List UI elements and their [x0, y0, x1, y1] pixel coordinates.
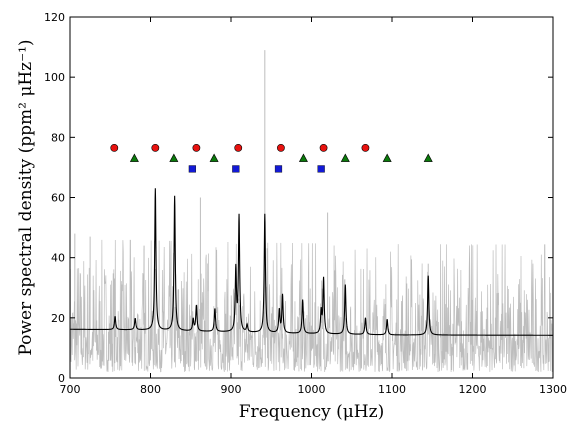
model-fit-series [69, 188, 553, 336]
circle-marker [234, 143, 243, 152]
raw-spectrum-line [69, 239, 554, 373]
model-fit-line [69, 188, 553, 336]
x-tick-label: 1300 [539, 383, 567, 396]
triangle-marker [423, 153, 433, 162]
y-tick-label: 60 [51, 192, 65, 205]
x-tick-label: 1100 [378, 383, 406, 396]
circle-marker [151, 143, 160, 152]
raw-spectrum-series [69, 50, 554, 373]
circle-marker [319, 143, 328, 152]
triangle-marker [209, 153, 219, 162]
triangle-marker [129, 153, 139, 162]
circle-marker [277, 143, 285, 152]
triangle-marker [298, 153, 308, 162]
x-axis-label: Frequency (μHz) [239, 402, 384, 422]
circle-marker [110, 143, 119, 152]
axis-ticks: 700 800 900 1000 1100 1200 1300 0 20 40 60 80 100 120 [44, 11, 567, 396]
y-tick-label: 40 [51, 252, 65, 265]
y-tick-label: 0 [58, 372, 65, 385]
triangle-marker [382, 153, 392, 162]
y-tick-label: 80 [51, 131, 65, 144]
x-tick-label: 900 [221, 383, 242, 396]
x-tick-label: 700 [60, 383, 81, 396]
y-tick-label: 20 [51, 312, 65, 325]
square-marker [317, 165, 325, 173]
x-tick-label: 800 [140, 383, 161, 396]
square-marker [188, 165, 196, 173]
x-tick-label: 1200 [459, 383, 487, 396]
triangle-marker [340, 153, 350, 162]
square-marker [232, 165, 240, 173]
y-axis-label: Power spectral density (ppm² μHz⁻¹) [16, 39, 36, 355]
triangle-marker [169, 153, 179, 162]
mode-markers [110, 143, 433, 173]
circle-marker [192, 143, 201, 152]
circle-marker [361, 143, 370, 152]
square-marker [274, 165, 283, 173]
x-tick-label: 1000 [298, 383, 326, 396]
y-tick-label: 100 [44, 71, 65, 84]
y-tick-label: 120 [44, 11, 65, 24]
